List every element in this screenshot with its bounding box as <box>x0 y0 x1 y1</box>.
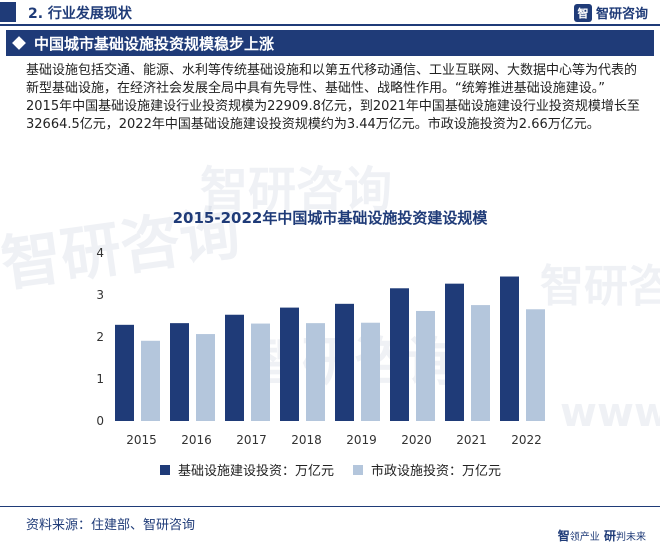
bar-municipal <box>306 323 325 421</box>
section-title: 2. 行业发展现状 <box>28 6 132 22</box>
intro-paragraph: 基础设施包括交通、能源、水利等传统基础设施和以第五代移动通信、工业互联网、大数据… <box>26 63 640 132</box>
bar-infrastructure <box>335 303 354 421</box>
top-bar: 2. 行业发展现状 智 智研咨询 <box>0 0 660 26</box>
logo-icon: 智 <box>573 3 592 22</box>
chart-title: 2015-2022年中国城市基础设施投资建设规模 <box>172 209 488 227</box>
bar-municipal <box>471 305 490 421</box>
bar-infrastructure <box>170 323 189 421</box>
slogan-part: 判未来 <box>616 532 646 543</box>
bar-infrastructure <box>115 324 134 421</box>
slogan-part: 领产业 <box>569 532 600 543</box>
x-tick-label: 2016 <box>181 433 212 447</box>
bar-chart: 0 1 2 3 4 2015 2016 2017 2018 2019 2020 2021 2022 基础设… <box>96 246 545 479</box>
legend-label: 基础设施建设投资：万亿元 <box>178 463 334 479</box>
source-note: 资料来源：住建部、智研咨询 <box>26 518 196 533</box>
bar-municipal <box>416 310 435 421</box>
bar-infrastructure <box>280 307 299 421</box>
slogan-part: 智 <box>557 529 570 543</box>
section-marker <box>0 2 16 22</box>
y-tick-label: 0 <box>96 414 104 428</box>
bar-municipal <box>196 334 215 421</box>
y-tick-label: 2 <box>96 330 104 344</box>
bar-municipal <box>141 340 160 421</box>
bar-infrastructure <box>500 276 519 421</box>
footer-divider <box>0 506 660 507</box>
x-tick-label: 2019 <box>346 433 377 447</box>
brand-logo: 智 智研咨询 <box>573 3 648 22</box>
y-tick-label: 4 <box>96 246 104 260</box>
x-tick-label: 2022 <box>511 433 542 447</box>
legend-swatch <box>160 465 170 475</box>
bar-municipal <box>251 323 270 421</box>
title-banner: 中国城市基础设施投资规模稳步上涨 <box>6 30 654 56</box>
bar-municipal <box>361 322 380 421</box>
y-tick-label: 3 <box>96 288 104 302</box>
banner-title: 中国城市基础设施投资规模稳步上涨 <box>34 34 275 53</box>
legend-swatch <box>353 465 363 475</box>
logo-text: 智研咨询 <box>595 7 648 22</box>
y-tick-label: 1 <box>96 372 104 386</box>
bar-infrastructure <box>225 314 244 421</box>
bar-infrastructure <box>390 288 409 421</box>
bar-municipal <box>526 309 545 421</box>
x-tick-label: 2018 <box>291 433 322 447</box>
header-divider <box>0 24 660 26</box>
x-tick-label: 2017 <box>236 433 267 447</box>
legend-label: 市政设施投资：万亿元 <box>371 463 501 479</box>
slogan-part: 研 <box>603 529 616 543</box>
footer-slogan: 智领产业 研判未来 <box>558 527 646 544</box>
x-tick-label: 2015 <box>126 433 157 447</box>
x-tick-label: 2021 <box>456 433 487 447</box>
x-tick-label: 2020 <box>401 433 432 447</box>
bar-infrastructure <box>445 283 464 421</box>
